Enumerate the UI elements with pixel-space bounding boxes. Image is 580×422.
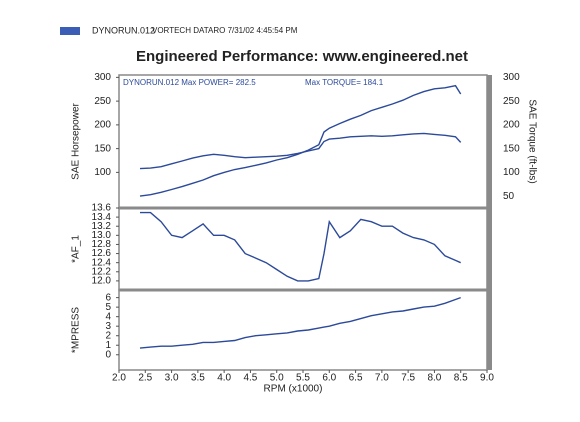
x-tick-label: 3.5	[191, 373, 205, 384]
legend-swatch	[60, 27, 80, 35]
y-tick-label: 100	[94, 167, 111, 178]
y-tick-label: 13.4	[92, 212, 112, 223]
x-tick-label: 7.5	[401, 373, 415, 384]
y-tick-label: 3	[105, 321, 111, 332]
y2-axis-label: SAE Torque (ft-lbs)	[526, 99, 537, 183]
x-tick-label: 3.0	[165, 373, 179, 384]
x-tick-label: 5.5	[296, 373, 310, 384]
y2-tick-label: 150	[503, 143, 520, 154]
x-tick-label: 6.0	[322, 373, 336, 384]
data-line	[139, 132, 462, 170]
y-tick-label: 2	[105, 330, 111, 341]
y-tick-label: 12.0	[92, 276, 112, 287]
panel-frame	[118, 74, 488, 209]
y-tick-label: 12.2	[92, 266, 112, 277]
y-tick-label: 150	[94, 143, 111, 154]
x-tick-label: 8.0	[427, 373, 441, 384]
run-info: VORTECH DATARO 7/31/02 4:45:54 PM	[152, 26, 298, 35]
annotation: DYNORUN.012 Max POWER= 282.5	[123, 78, 256, 87]
y-tick-label: 300	[94, 72, 111, 83]
x-tick-label: 7.0	[375, 373, 389, 384]
x-tick-label: 2.5	[138, 373, 152, 384]
y-tick-label: 1	[105, 340, 111, 351]
chart-title: Engineered Performance: www.engineered.n…	[136, 48, 468, 65]
x-tick-label: 4.0	[217, 373, 231, 384]
data-line	[139, 84, 462, 197]
x-tick-label: 9.0	[480, 373, 494, 384]
y-tick-label: 6	[105, 292, 111, 303]
y-tick-label: 13.2	[92, 221, 112, 232]
x-tick-label: 4.5	[243, 373, 257, 384]
data-line	[140, 211, 461, 282]
right-border	[487, 75, 492, 370]
y-tick-label: 5	[105, 302, 111, 313]
panel-frame	[118, 207, 488, 291]
y-axis-label: *MPRESS	[71, 307, 82, 353]
y2-tick-label: 200	[503, 120, 520, 131]
data-line	[139, 296, 461, 349]
x-axis-label: RPM (x1000)	[264, 384, 323, 395]
y2-tick-label: 50	[503, 191, 515, 202]
y2-tick-label: 100	[503, 167, 520, 178]
x-tick-label: 6.5	[349, 373, 363, 384]
y-tick-label: 13.0	[92, 230, 112, 241]
y-tick-label: 0	[105, 349, 111, 360]
y2-tick-label: 300	[503, 72, 520, 83]
y-axis-label: *AF_1	[71, 235, 82, 263]
x-tick-label: 5.0	[270, 373, 284, 384]
y-axis-label: SAE Horsepower	[71, 102, 82, 179]
y-tick-label: 200	[94, 120, 111, 131]
y-tick-label: 12.4	[92, 257, 112, 268]
y-tick-label: 13.6	[92, 203, 112, 214]
y-tick-label: 4	[105, 311, 111, 322]
legend-label: DYNORUN.012	[92, 25, 155, 35]
y-tick-label: 12.8	[92, 239, 112, 250]
annotation: Max TORQUE= 184.1	[305, 78, 384, 87]
divider	[119, 288, 492, 292]
y2-tick-label: 250	[503, 96, 520, 107]
divider	[119, 206, 492, 210]
y-tick-label: 250	[94, 96, 111, 107]
x-tick-label: 8.5	[454, 373, 468, 384]
x-tick-label: 2.0	[112, 373, 126, 384]
y-tick-label: 12.6	[92, 248, 112, 259]
